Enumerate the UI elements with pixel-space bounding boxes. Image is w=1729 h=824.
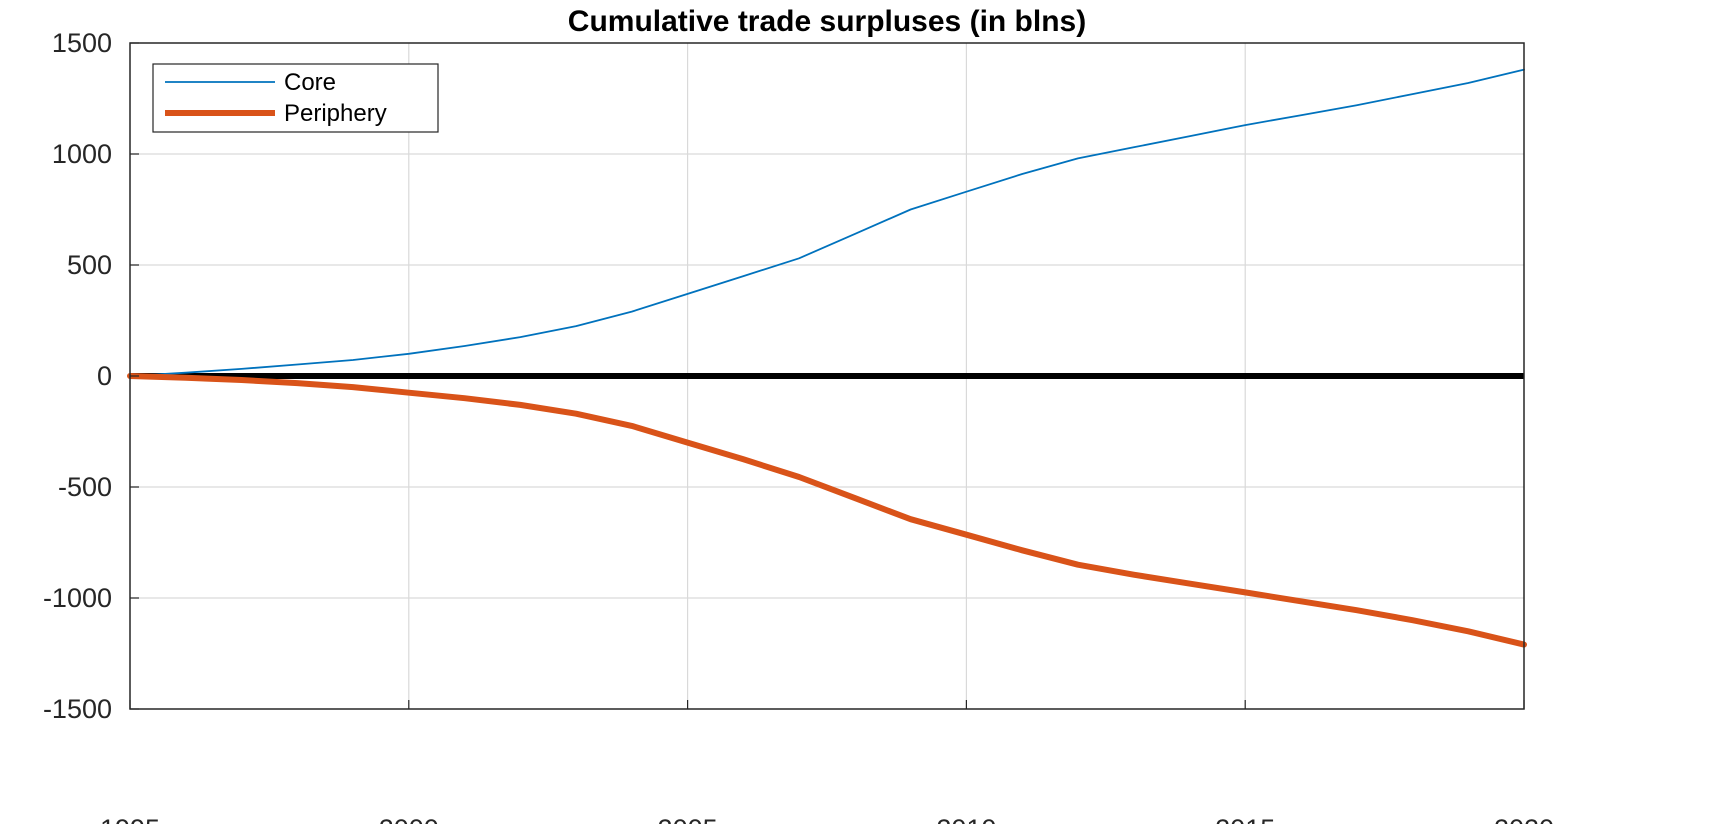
y-tick-label: -1500 <box>43 694 112 724</box>
x-tick-label: 2000 <box>379 814 439 824</box>
series-line-core <box>129 68 1525 377</box>
y-tick-label: 1000 <box>52 139 112 169</box>
x-tick-label: 1995 <box>100 814 160 824</box>
series-lines <box>127 68 1527 648</box>
chart-title: Cumulative trade surpluses (in blns) <box>568 5 1086 38</box>
series-line-periphery <box>127 373 1527 648</box>
y-tick-label: 1500 <box>52 28 112 58</box>
legend-box <box>152 63 439 133</box>
x-tick-label: 2010 <box>936 814 996 824</box>
x-tick-label: 2020 <box>1494 814 1554 824</box>
y-axis-ticks: 1500 1000 500 0 -500 -1000 -1500 <box>43 28 139 724</box>
y-tick-label: -1000 <box>43 583 112 613</box>
legend: Core Periphery <box>152 63 439 133</box>
y-tick-label: 500 <box>67 250 112 280</box>
x-tick-label: 2005 <box>658 814 718 824</box>
legend-label-core: Core <box>284 69 336 96</box>
y-tick-label: 0 <box>97 361 112 391</box>
y-tick-label: -500 <box>58 472 112 502</box>
x-axis-ticks: 1995 2000 2005 2010 2015 2020 <box>100 700 1554 824</box>
x-tick-label: 2015 <box>1215 814 1275 824</box>
legend-label-periphery: Periphery <box>284 100 387 127</box>
